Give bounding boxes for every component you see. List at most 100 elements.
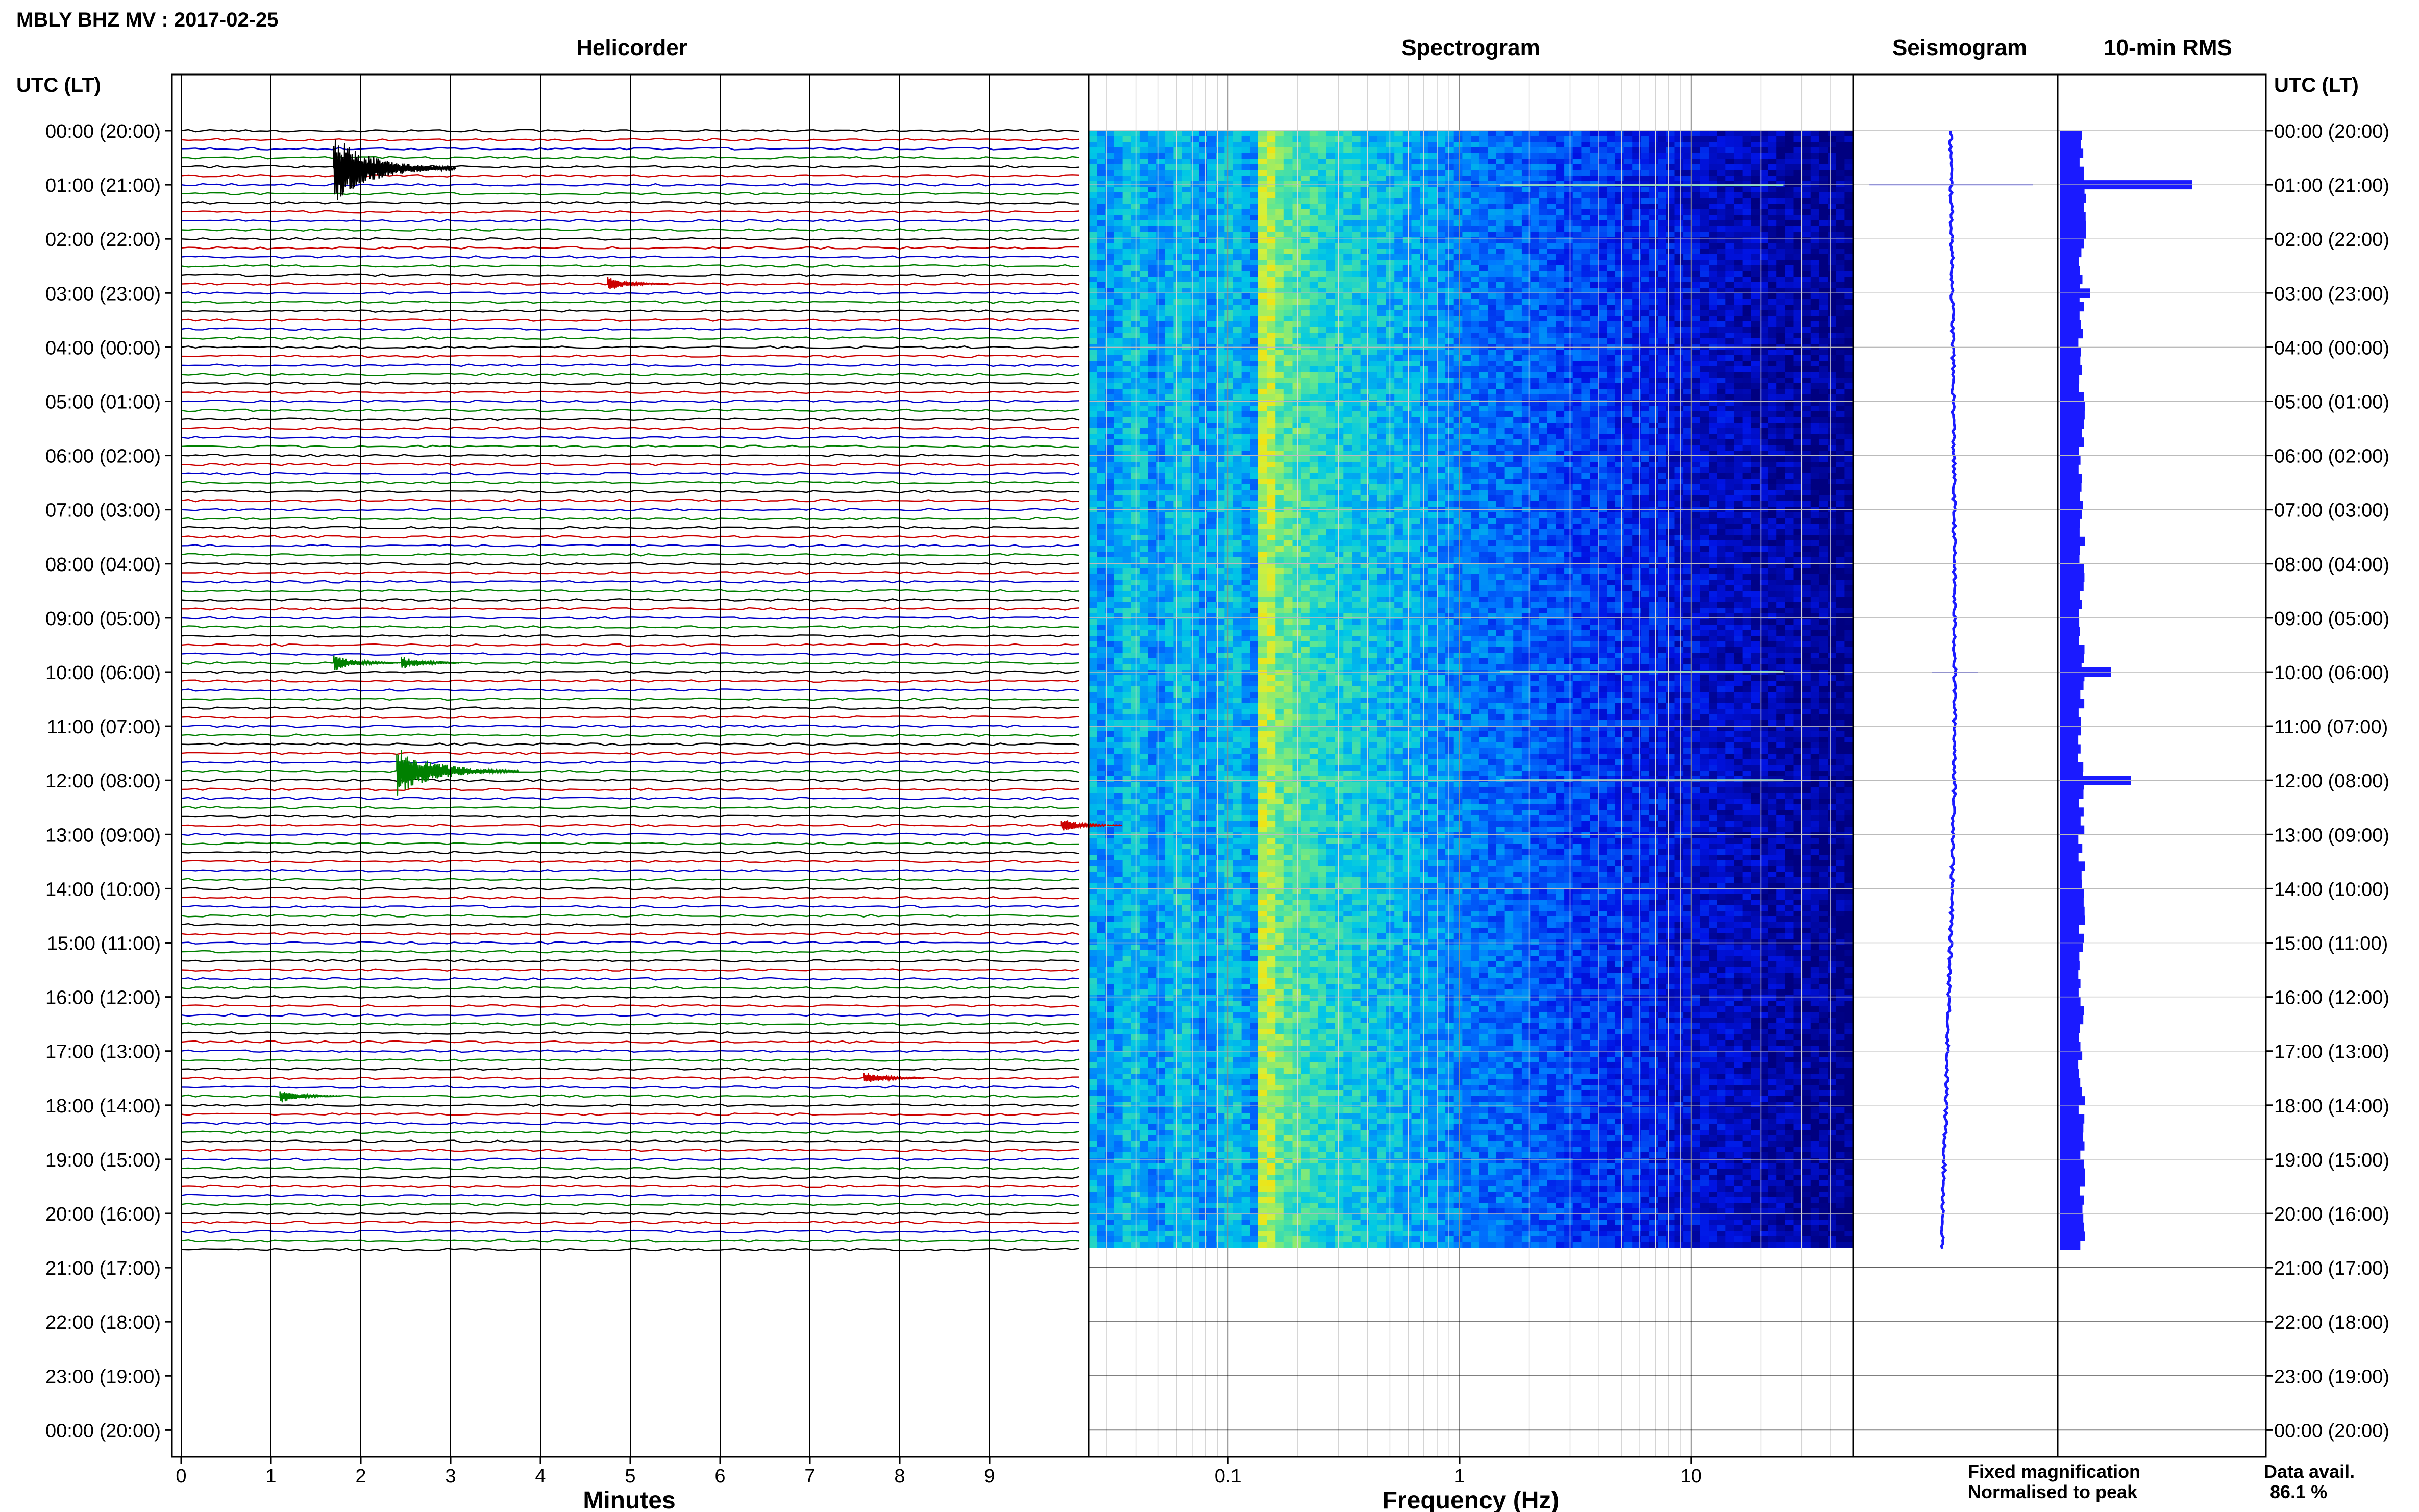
spectrogram-cell bbox=[1666, 170, 1675, 176]
spectrogram-cell bbox=[1394, 423, 1403, 429]
spectrogram-cell bbox=[1556, 159, 1565, 165]
spectrogram-cell bbox=[1207, 423, 1217, 429]
spectrogram-cell bbox=[1309, 350, 1318, 356]
spectrogram-cell bbox=[1581, 305, 1590, 311]
spectrogram-cell bbox=[1190, 372, 1199, 378]
spectrogram-cell bbox=[1632, 406, 1641, 412]
spectrogram-cell bbox=[1709, 333, 1718, 339]
spectrogram-cell bbox=[1479, 316, 1488, 322]
spectrogram-cell bbox=[1318, 321, 1327, 328]
spectrogram-cell bbox=[1352, 423, 1361, 429]
spectrogram-cell bbox=[1216, 243, 1225, 249]
spectrogram-cell bbox=[1836, 147, 1845, 154]
spectrogram-cell bbox=[1572, 411, 1582, 417]
spectrogram-cell bbox=[1547, 288, 1556, 294]
spectrogram-cell bbox=[1360, 434, 1369, 440]
spectrogram-cell bbox=[1301, 209, 1310, 215]
spectrogram-cell bbox=[1709, 237, 1718, 243]
spectrogram-cell bbox=[1224, 204, 1233, 210]
spectrogram-cell bbox=[1377, 406, 1387, 412]
spectrogram-cell bbox=[1097, 411, 1106, 417]
spectrogram-cell bbox=[1283, 350, 1293, 356]
spectrogram-cell bbox=[1828, 198, 1837, 204]
spectrogram-cell bbox=[1607, 237, 1616, 243]
spectrogram-cell bbox=[1623, 299, 1633, 305]
spectrogram-cell bbox=[1453, 327, 1463, 333]
spectrogram-cell bbox=[1148, 198, 1157, 204]
spectrogram-cell bbox=[1258, 142, 1268, 148]
spectrogram-cell bbox=[1691, 383, 1700, 389]
spectrogram-cell bbox=[1632, 423, 1641, 429]
spectrogram-cell bbox=[1445, 243, 1454, 249]
spectrogram-cell bbox=[1250, 310, 1259, 316]
spectrogram-cell bbox=[1343, 159, 1352, 165]
spectrogram-cell bbox=[1097, 366, 1106, 373]
spectrogram-cell bbox=[1131, 333, 1140, 339]
spectrogram-cell bbox=[1819, 389, 1828, 395]
spectrogram-cell bbox=[1148, 232, 1157, 238]
spectrogram-cell bbox=[1530, 288, 1539, 294]
spectrogram-cell bbox=[1335, 355, 1344, 361]
spectrogram-cell bbox=[1207, 378, 1217, 384]
spectrogram-cell bbox=[1139, 192, 1149, 199]
spectrogram-cell bbox=[1649, 411, 1658, 417]
spectrogram-cell bbox=[1199, 439, 1208, 445]
spectrogram-cell bbox=[1267, 204, 1276, 210]
spectrogram-cell bbox=[1097, 131, 1106, 137]
spectrogram-cell bbox=[1190, 417, 1199, 423]
spectrogram-cell bbox=[1097, 310, 1106, 316]
spectrogram-cell bbox=[1453, 215, 1463, 221]
spectrogram-cell bbox=[1564, 305, 1573, 311]
spectrogram-cell bbox=[1428, 170, 1437, 176]
spectrogram-cell bbox=[1828, 355, 1837, 361]
spectrogram-cell bbox=[1734, 327, 1743, 333]
spectrogram-cell bbox=[1836, 288, 1845, 294]
spectrogram-cell bbox=[1734, 361, 1743, 367]
spectrogram-cell bbox=[1828, 226, 1837, 232]
spectrogram-cell bbox=[1751, 411, 1760, 417]
spectrogram-cell bbox=[1241, 271, 1250, 277]
spectrogram-cell bbox=[1445, 232, 1454, 238]
spectrogram-cell bbox=[1131, 176, 1140, 182]
spectrogram-cell bbox=[1572, 243, 1582, 249]
spectrogram-cell bbox=[1165, 181, 1174, 187]
spectrogram-cell bbox=[1462, 198, 1471, 204]
spectrogram-cell bbox=[1513, 131, 1522, 137]
spectrogram-cell bbox=[1674, 282, 1684, 288]
spectrogram-cell bbox=[1420, 215, 1429, 221]
spectrogram-cell bbox=[1547, 411, 1556, 417]
spectrogram-cell bbox=[1173, 378, 1182, 384]
spectrogram-cell bbox=[1623, 406, 1633, 412]
spectrogram-cell bbox=[1751, 305, 1760, 311]
spectrogram-cell bbox=[1725, 198, 1735, 204]
spectrogram-cell bbox=[1683, 411, 1692, 417]
spectrogram-cell bbox=[1165, 400, 1174, 406]
spectrogram-cell bbox=[1267, 350, 1276, 356]
spectrogram-cell bbox=[1309, 366, 1318, 373]
spectrogram-cell bbox=[1199, 237, 1208, 243]
spectrogram-cell bbox=[1335, 237, 1344, 243]
spectrogram-cell bbox=[1623, 147, 1633, 154]
spectrogram-cell bbox=[1292, 164, 1301, 170]
spectrogram-cell bbox=[1836, 299, 1845, 305]
spectrogram-cell bbox=[1828, 361, 1837, 367]
spectrogram-cell bbox=[1309, 400, 1318, 406]
spectrogram-cell bbox=[1267, 310, 1276, 316]
spectrogram-cell bbox=[1216, 305, 1225, 311]
spectrogram-cell bbox=[1283, 243, 1293, 249]
spectrogram-cell bbox=[1241, 254, 1250, 260]
spectrogram-cell bbox=[1139, 164, 1149, 170]
spectrogram-cell bbox=[1513, 136, 1522, 142]
spectrogram-cell bbox=[1258, 288, 1268, 294]
spectrogram-cell bbox=[1649, 142, 1658, 148]
spectrogram-cell bbox=[1836, 153, 1845, 159]
spectrogram-cell bbox=[1725, 254, 1735, 260]
spectrogram-cell bbox=[1734, 434, 1743, 440]
spectrogram-cell bbox=[1089, 271, 1098, 277]
spectrogram-cell bbox=[1768, 355, 1777, 361]
spectrogram-cell bbox=[1283, 321, 1293, 328]
spectrogram-cell bbox=[1674, 366, 1684, 373]
spectrogram-cell bbox=[1751, 142, 1760, 148]
spectrogram-cell bbox=[1445, 153, 1454, 159]
spectrogram-cell bbox=[1623, 204, 1633, 210]
